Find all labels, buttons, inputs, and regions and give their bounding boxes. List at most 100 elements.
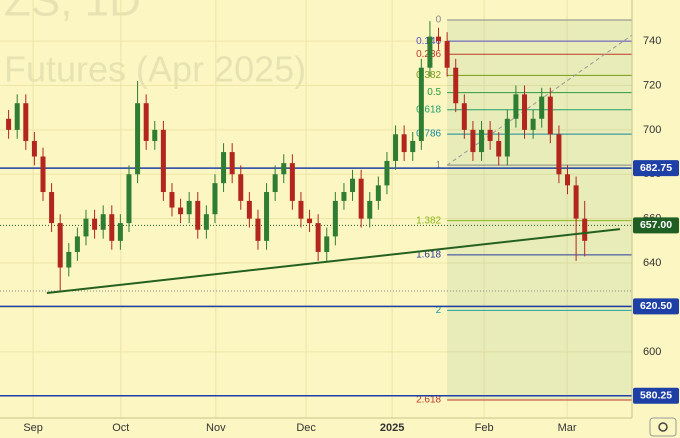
candle-body [83,218,89,237]
x-tick-label: Nov [206,422,226,434]
candle-body [461,103,467,130]
candle-body [298,200,304,219]
candle-body [195,200,201,230]
price-label-box [633,298,679,315]
candle-body [49,192,55,224]
price-label-box [633,387,679,404]
candle-body [6,118,12,130]
x-tick-label: 2025 [380,422,404,434]
candle-body [307,218,313,224]
candle-body [152,129,158,141]
x-tick-label: Sep [23,422,43,434]
settings-button[interactable] [649,417,677,437]
candle-body [143,103,149,141]
candle-body [238,174,244,201]
candle-body [160,129,166,193]
candle-body [504,118,510,157]
x-tick-label: Oct [112,422,129,434]
candle-body [169,192,175,208]
candle-body [556,134,562,175]
candle-body [530,118,536,130]
candle-body [281,163,287,175]
candle-body [109,214,115,241]
x-tick-label: Feb [475,422,494,434]
fib-label: 0.786 [416,129,441,140]
candle-body [487,129,493,141]
fib-zone [447,19,632,401]
fib-label: 1.382 [416,215,441,226]
candle-body [186,200,192,215]
x-tick-label: Mar [558,422,577,434]
fib-label: 0.382 [416,70,441,81]
candle-body [31,140,37,157]
candle-body [255,218,261,241]
watermark: ZS, 1D [4,0,141,26]
candle-body [375,185,381,201]
price-label: 682.75 [640,162,672,174]
candle-body [332,200,338,237]
candle-body [539,96,545,119]
fib-label: 1.618 [416,250,441,261]
candle-body [74,236,80,252]
candle-body [582,218,588,241]
fib-label: 2.618 [416,395,441,406]
candle-body [496,140,502,157]
y-tick-label: 740 [643,35,661,47]
candle-body [315,223,321,252]
x-tick-label: Dec [296,422,316,434]
candle-body [573,185,579,219]
candle-body [384,160,390,186]
candle-body [229,152,235,175]
candle-body [444,41,450,68]
candle-body [212,183,218,215]
price-label: 657.00 [640,219,672,231]
candle-body [289,163,295,201]
candle-body [479,129,485,153]
y-tick-label: 700 [643,124,661,136]
candle-body [436,36,442,42]
candle-body [92,218,98,230]
fib-label: 0.618 [416,104,441,115]
candle-body [126,174,132,224]
price-label-box [633,160,679,177]
price-label: 580.25 [640,389,672,401]
candle-body [513,94,519,119]
candle-body [135,103,141,175]
candle-body [453,67,459,104]
candle-body [23,103,29,141]
candle-body [427,36,433,68]
candle-body [117,223,123,241]
fib-label: 0.5 [427,87,441,98]
candle-body [100,214,106,230]
y-tick-label: 640 [643,257,661,269]
plot: 00.1460.2360.3820.50.6180.78611.3821.618… [0,15,632,406]
candle-body [470,129,476,153]
candle-body [358,178,364,219]
candle-body [14,103,20,130]
candle-body [221,152,227,184]
candle-body [565,174,571,186]
candle-body [264,192,270,241]
fib-label: 1 [436,160,442,171]
candle-body [272,174,278,193]
candle-body [246,200,252,219]
candle-body [401,134,407,153]
candle-body [324,236,330,252]
fib-label: 0 [436,15,442,26]
candle-body [341,192,347,201]
candle-body [350,178,356,193]
fib-label: 2 [436,305,442,316]
candle-body [393,134,399,161]
trendline [46,228,621,295]
candle-body [57,223,63,268]
candle-body [547,96,553,135]
candle-body [40,156,46,193]
price-label: 620.50 [640,300,672,312]
candle-body [367,200,373,219]
y-tick-label: 600 [643,346,661,358]
candle-body [66,251,72,268]
candle-body [418,67,424,141]
price-label-box [633,217,679,234]
watermark-subtitle: Futures (Apr 2025) [4,49,306,90]
